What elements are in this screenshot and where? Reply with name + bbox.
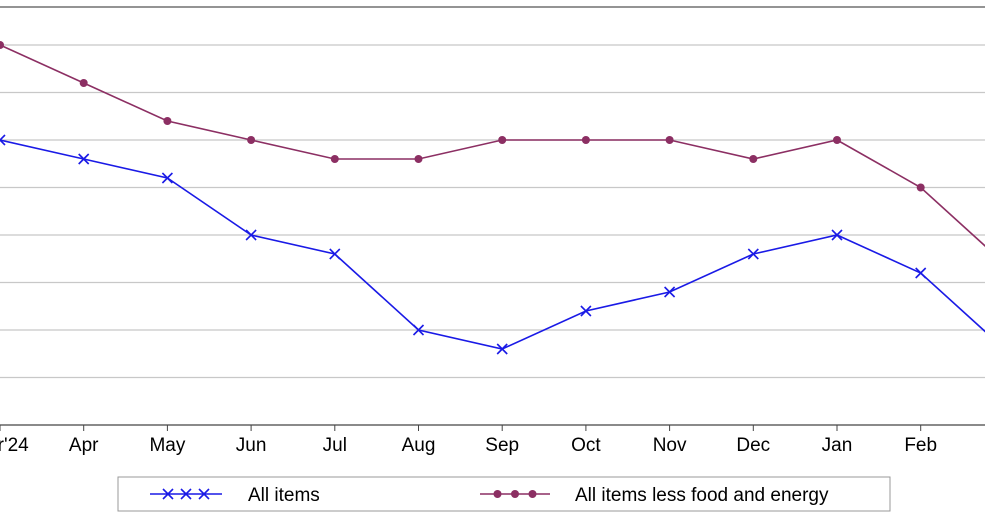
data-point (747, 248, 759, 260)
data-point (78, 153, 90, 165)
legend-label-all-items: All items (248, 485, 320, 506)
legend-marker (162, 488, 174, 500)
data-point (329, 248, 341, 260)
data-point (665, 136, 674, 144)
data-point (749, 155, 758, 163)
data-point (247, 136, 256, 144)
series-1 (0, 41, 985, 247)
data-point (833, 136, 841, 144)
data-point (330, 155, 339, 163)
data-point (245, 229, 257, 241)
series-layer (0, 41, 985, 355)
data-point (580, 305, 592, 317)
legend-sample-all-items (150, 488, 222, 500)
x-tick-label: Nov (653, 435, 687, 456)
x-tick-label: Sep (485, 435, 519, 456)
legend-marker (198, 488, 210, 500)
series-0 (0, 134, 985, 355)
data-point (0, 41, 4, 49)
data-point (831, 229, 843, 241)
x-tick-label: Feb (904, 435, 937, 456)
x-axis-ticks: Mar'24AprMayJunJulAugSepOctNovDecJanFebM… (0, 425, 937, 456)
x-tick-label: Jul (323, 435, 347, 456)
x-tick-label: May (149, 435, 185, 456)
legend-marker (511, 490, 519, 498)
legend-marker (493, 490, 502, 498)
gridlines (0, 44, 985, 379)
legend-label-core: All items less food and energy (575, 485, 829, 506)
x-tick-label: Jun (236, 435, 267, 456)
x-tick-label: Mar'24 (0, 435, 29, 456)
x-tick-label: Dec (736, 435, 770, 456)
legend-marker (180, 488, 192, 500)
x-tick-label: Aug (402, 435, 436, 456)
data-point (581, 136, 590, 144)
series-line (0, 44, 985, 247)
data-point (915, 267, 927, 279)
data-point (412, 324, 425, 336)
data-point (496, 343, 508, 355)
legend-sample-core (480, 490, 550, 498)
data-point (0, 134, 6, 146)
data-point (664, 286, 676, 298)
data-point (498, 136, 507, 144)
x-tick-label: Jan (822, 435, 853, 456)
data-point (916, 183, 925, 192)
x-tick-label: Apr (69, 435, 99, 456)
legend: All items All items less food and energy (117, 476, 891, 512)
data-point (161, 172, 173, 184)
data-point (163, 117, 172, 125)
x-tick-label: Oct (571, 435, 601, 456)
data-point (414, 155, 423, 163)
legend-marker (528, 490, 537, 498)
series-line (0, 139, 985, 350)
data-point (79, 79, 88, 87)
